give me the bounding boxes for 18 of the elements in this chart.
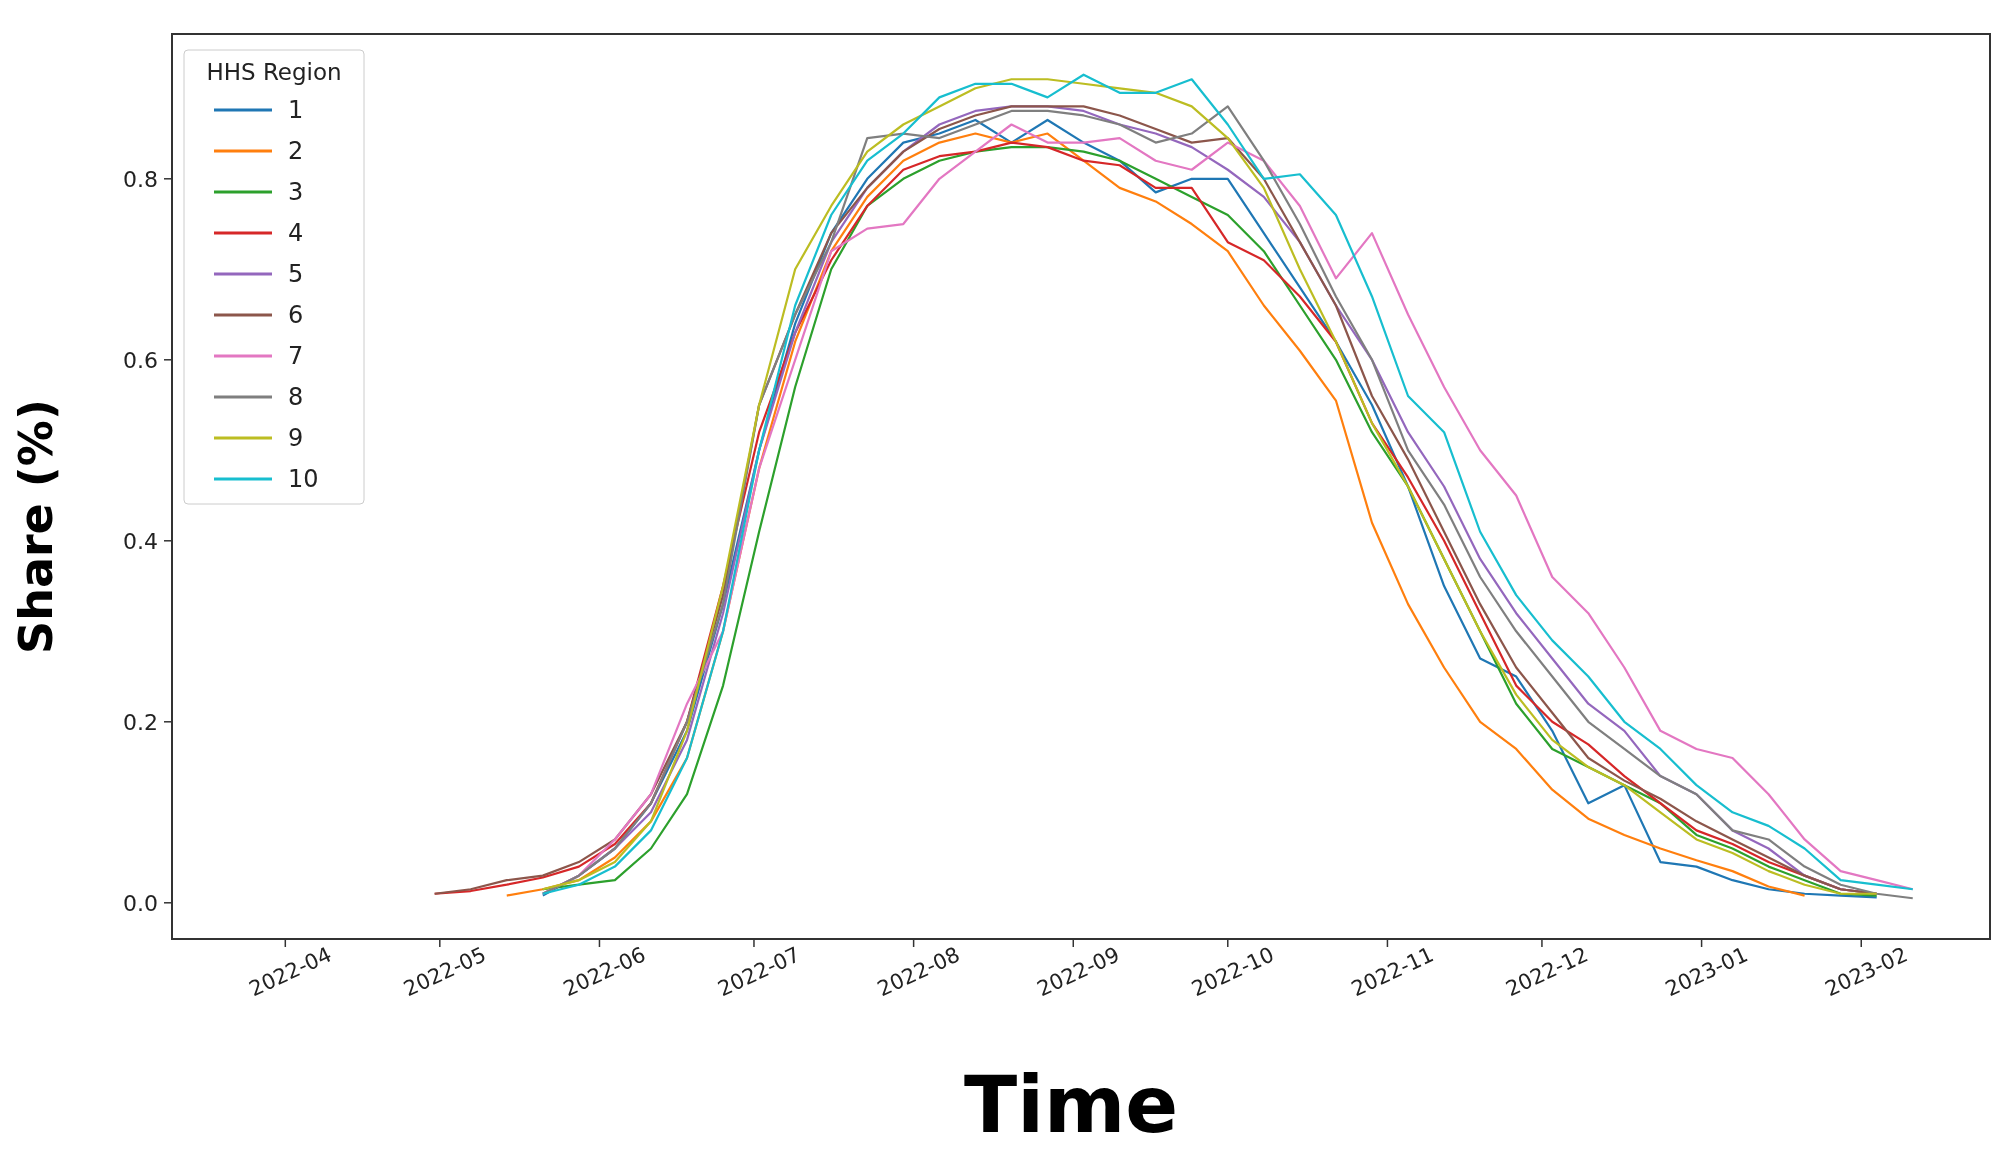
legend-label: 6 — [288, 301, 304, 330]
y-tick-label: 0.2 — [123, 709, 158, 735]
legend-label: 3 — [288, 178, 304, 207]
x-axis-title: Time — [963, 1060, 1179, 1150]
y-tick-label: 0.0 — [123, 890, 158, 916]
y-tick-label: 0.8 — [123, 166, 158, 192]
legend-label: 8 — [288, 383, 304, 412]
y-axis-title: Share (%) — [9, 399, 63, 654]
legend-label: 5 — [288, 260, 304, 289]
legend-label: 4 — [288, 219, 304, 248]
legend-title: HHS Region — [206, 59, 342, 85]
legend-label: 1 — [288, 96, 304, 125]
legend-label: 10 — [288, 465, 319, 494]
legend-label: 7 — [288, 342, 304, 371]
y-tick-label: 0.6 — [123, 347, 158, 373]
legend-label: 2 — [288, 137, 304, 166]
y-tick-label: 0.4 — [123, 528, 158, 554]
legend-label: 9 — [288, 424, 304, 453]
